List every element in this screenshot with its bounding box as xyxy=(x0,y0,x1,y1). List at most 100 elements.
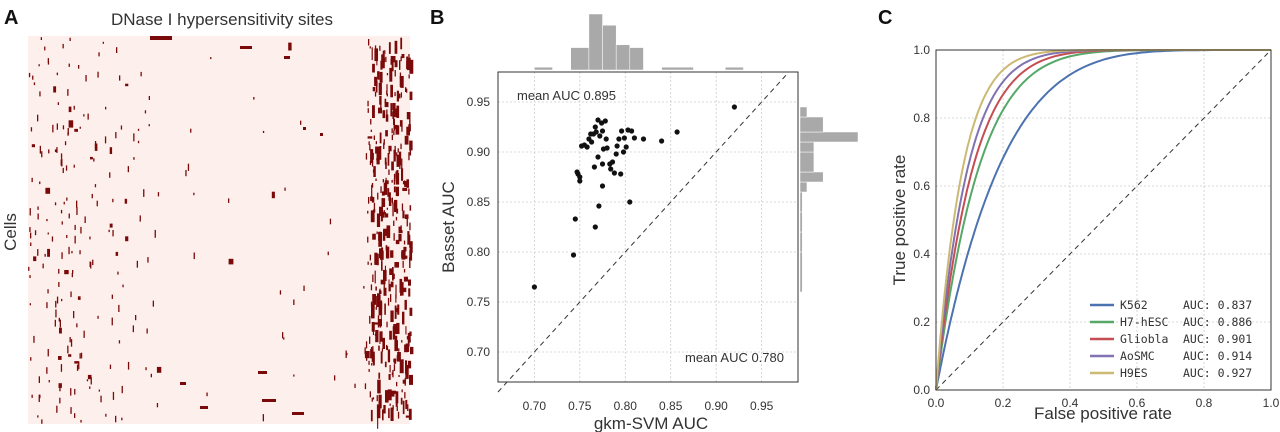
scatter-point xyxy=(599,128,606,134)
heatmap-cell xyxy=(288,42,292,51)
heatmap-cell xyxy=(371,47,373,61)
heatmap-cell xyxy=(399,163,401,169)
heatmap-cell xyxy=(136,260,138,268)
heatmap-cell xyxy=(59,386,61,392)
heatmap-cell xyxy=(279,290,282,295)
heatmap-cell xyxy=(367,108,369,113)
heatmap-cell xyxy=(387,188,390,197)
heatmap-cell xyxy=(388,192,391,201)
heatmap-cell xyxy=(404,214,409,219)
heatmap-cell xyxy=(405,415,410,418)
heatmap-cell xyxy=(52,124,54,133)
heatmap-cell xyxy=(393,220,395,226)
panel-a-letter: A xyxy=(4,7,18,29)
heatmap-cell xyxy=(374,209,376,213)
heatmap-cell xyxy=(379,71,383,83)
scatter-point xyxy=(627,199,633,205)
heatmap-cell xyxy=(393,186,396,193)
heatmap-cell xyxy=(39,394,41,399)
heatmap-cell xyxy=(93,158,95,162)
heatmap-cell xyxy=(90,156,93,160)
heatmap-cell xyxy=(376,295,380,308)
histogram-bar xyxy=(602,24,617,71)
heatmap-cell xyxy=(367,210,369,214)
heatmap-cell xyxy=(37,249,39,256)
scatter-y-tick-label: 0.95 xyxy=(467,95,491,109)
heatmap-cell xyxy=(200,406,208,409)
scatter-grid xyxy=(498,72,798,382)
heatmap-cell xyxy=(378,231,382,241)
heatmap-cell xyxy=(378,82,382,96)
heatmap-cell xyxy=(83,330,85,338)
roc-x-tick-label: 0.8 xyxy=(1196,396,1213,410)
heatmap-cell xyxy=(132,325,134,333)
roc-y-tick-label: 0.8 xyxy=(913,111,930,125)
heatmap-cell xyxy=(150,373,152,378)
scatter-x-tick-label: 0.75 xyxy=(568,399,592,413)
heatmap-cell xyxy=(66,235,68,238)
heatmap-cell xyxy=(409,91,413,101)
roc-y-tick-label: 0.0 xyxy=(913,383,930,397)
heatmap-cell xyxy=(388,284,391,292)
heatmap-cell xyxy=(303,285,305,291)
heatmap-cell xyxy=(70,291,72,298)
histogram-bar xyxy=(799,116,824,133)
heatmap-cell xyxy=(374,45,377,50)
scatter-point xyxy=(731,104,738,110)
scatter-x-tick-label: 0.70 xyxy=(523,399,547,413)
heatmap-cell xyxy=(374,270,376,284)
heatmap-cell xyxy=(389,67,393,82)
scatter-y-tick-label: 0.70 xyxy=(467,345,491,359)
legend-auc-label: AUC: 0.901 xyxy=(1183,332,1252,346)
heatmap-cell xyxy=(395,239,400,245)
heatmap-cell xyxy=(396,406,398,411)
heatmap-cell xyxy=(369,336,371,344)
heatmap-cell xyxy=(382,233,386,241)
heatmap-cell xyxy=(402,260,404,268)
heatmap-cell xyxy=(124,198,128,204)
heatmap-cell xyxy=(363,286,365,289)
heatmap-cell xyxy=(399,359,404,374)
roc-legend: K562 AUC: 0.837 H7-hESC AUC: 0.886 Gliobla AU… xyxy=(1090,298,1252,380)
scatter-point xyxy=(596,203,602,209)
heatmap-cell xyxy=(409,222,411,231)
heatmap-cell xyxy=(147,257,149,263)
heatmap-cell xyxy=(42,263,44,269)
scatter-point xyxy=(603,136,609,142)
heatmap-cell xyxy=(396,322,400,334)
legend-auc-label: AUC: 0.927 xyxy=(1183,366,1252,380)
heatmap-cell xyxy=(403,276,408,282)
heatmap-cell xyxy=(384,98,387,104)
heatmap-cell xyxy=(109,223,113,228)
heatmap-cell xyxy=(121,417,123,421)
heatmap-cell xyxy=(378,290,382,294)
heatmap-cell xyxy=(240,46,252,49)
scatter-point xyxy=(611,170,618,176)
heatmap-cell xyxy=(122,284,124,288)
heatmap-cell xyxy=(37,206,39,210)
heatmap-cell xyxy=(28,72,31,78)
heatmap-cell xyxy=(187,163,190,171)
heatmap-cell xyxy=(365,341,368,349)
heatmap-cell xyxy=(379,288,381,292)
heatmap-cell xyxy=(379,132,382,144)
scatter-y-tick-label: 0.90 xyxy=(467,145,491,159)
heatmap-cell xyxy=(368,141,370,145)
roc-y-tick-label: 0.4 xyxy=(913,247,930,261)
heatmap-cell xyxy=(109,364,112,369)
heatmap-cell xyxy=(94,184,97,188)
heatmap-cell xyxy=(90,377,92,385)
heatmap-cell xyxy=(206,392,208,397)
heatmap-cell xyxy=(394,92,396,97)
heatmap-cell xyxy=(70,388,72,396)
heatmap-cell xyxy=(401,168,404,181)
roc-x-tick-label: 0.0 xyxy=(928,396,945,410)
heatmap-cell xyxy=(271,191,275,199)
heatmap-cell xyxy=(402,379,406,384)
heatmap-cell xyxy=(120,125,123,130)
heatmap-cell xyxy=(405,364,409,379)
heatmap-cell xyxy=(399,72,402,79)
heatmap-cell xyxy=(91,193,93,199)
legend-series-name: H9ES xyxy=(1120,366,1148,380)
heatmap-cell xyxy=(79,353,81,359)
